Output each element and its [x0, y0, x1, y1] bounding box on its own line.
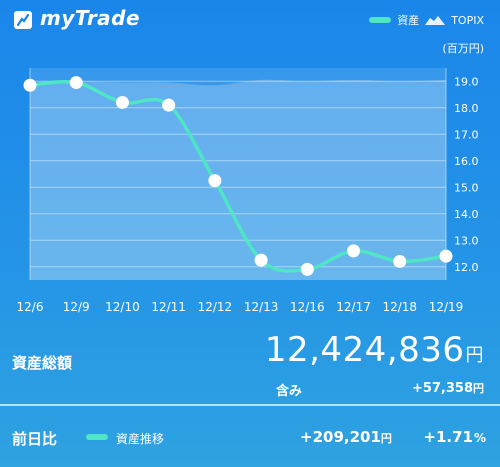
chart-legend: 資産 TOPIX	[369, 12, 484, 28]
unrealized-label: 含み	[276, 384, 303, 399]
prev-day-number: +209,201	[300, 428, 381, 446]
asset-point	[439, 249, 453, 263]
trend-legend-swatch	[86, 434, 108, 440]
total-assets-label: 資産総額	[12, 354, 73, 372]
prev-day-percent: +1.71%	[423, 428, 486, 446]
divider	[0, 404, 500, 406]
y-tick-label: 13.0	[454, 234, 479, 247]
y-tick-label: 15.0	[454, 181, 479, 194]
x-tick-label: 12/18	[382, 300, 417, 314]
prev-day-label: 前日比	[12, 430, 58, 448]
x-tick-label: 12/13	[244, 300, 279, 314]
prev-day-yen: 円	[380, 432, 392, 445]
asset-point	[23, 78, 37, 92]
y-tick-label: 14.0	[454, 208, 479, 221]
asset-point	[300, 262, 314, 276]
topix-area	[30, 79, 446, 280]
y-tick-label: 16.0	[454, 155, 479, 168]
y-tick-label: 19.0	[454, 75, 479, 88]
prev-day-percent-number: +1.71	[423, 428, 473, 446]
asset-legend-swatch	[369, 17, 392, 23]
app-header: myTrade 資産 TOPIX (百万円)	[0, 0, 500, 55]
x-tick-label: 12/9	[63, 300, 90, 314]
logo-icon	[14, 11, 32, 29]
asset-line	[28, 79, 448, 273]
prev-day-value: +209,201円	[300, 428, 392, 446]
asset-point	[393, 254, 407, 268]
y-tick-label: 18.0	[454, 102, 479, 115]
x-tick-label: 12/10	[105, 300, 140, 314]
asset-point	[254, 253, 268, 267]
asset-legend-label: 資産	[397, 14, 420, 27]
x-tick-label: 12/19	[429, 300, 464, 314]
trend-legend-label: 資産推移	[116, 432, 165, 446]
topix-mountain-icon	[425, 16, 446, 25]
daily-change-bar: 前日比 資産推移 +209,201円 +1.71%	[0, 406, 500, 467]
x-tick-label: 12/17	[336, 300, 371, 314]
unrealized-number: +57,358	[411, 381, 473, 396]
x-tick-label: 12/11	[151, 300, 186, 314]
y-tick-label: 17.0	[454, 128, 479, 141]
asset-point	[115, 95, 129, 109]
prev-day-percent-sign: %	[473, 431, 486, 445]
x-tick-label: 12/16	[290, 300, 325, 314]
total-assets-number: 12,424,836	[264, 330, 465, 370]
unrealized-value: +57,358円	[412, 380, 484, 396]
total-assets-value: 12,424,836円	[265, 330, 484, 370]
asset-chart: 19.0 18.0 17.0 16.0 15.0 14.0 13.0 12.0 12/6 12/…	[17, 68, 479, 314]
x-tick-label: 12/6	[17, 300, 44, 314]
asset-point	[208, 174, 222, 188]
topix-legend-label: TOPIX	[451, 13, 484, 27]
unit-label: (百万円)	[442, 42, 484, 55]
asset-point	[162, 98, 176, 112]
plot-area	[30, 68, 446, 280]
x-tick-label: 12/12	[198, 300, 233, 314]
asset-point	[347, 244, 361, 258]
asset-point	[69, 76, 83, 90]
app-logo-text: myTrade	[40, 6, 141, 30]
y-tick-label: 12.0	[454, 261, 479, 274]
total-assets-yen: 円	[465, 345, 484, 366]
unrealized-yen: 円	[473, 382, 484, 395]
